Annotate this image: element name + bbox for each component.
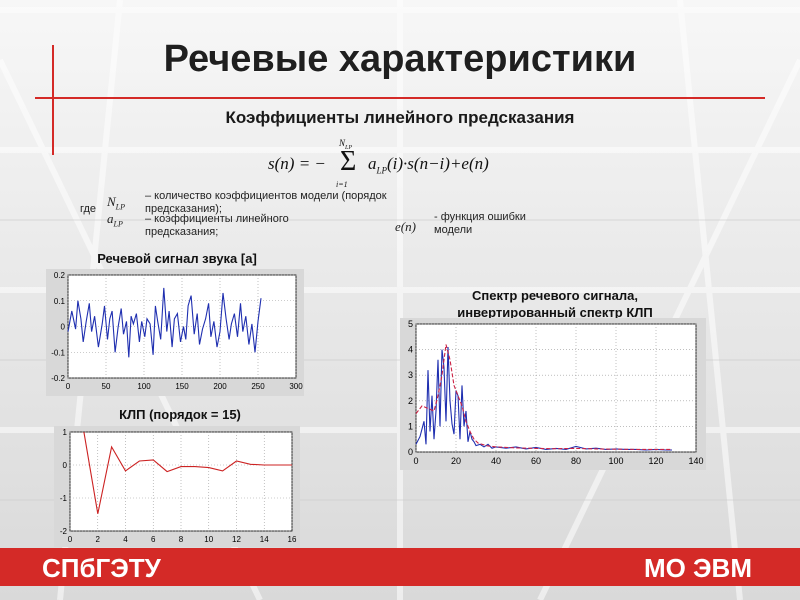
x-tick-label: 150: [175, 382, 189, 391]
x-tick-label: 100: [608, 456, 623, 466]
y-tick-label: -2: [60, 527, 68, 536]
x-tick-label: 50: [102, 382, 111, 391]
legend-e-description: - функция ошибки модели: [434, 211, 526, 236]
legend-n-lp-description: – количество коэффициентов модели (поряд…: [145, 190, 387, 215]
legend-n-lp-sub: LP: [115, 202, 126, 212]
x-tick-label: 40: [491, 456, 501, 466]
speech-signal-svg: 0 50 100 150 200 250 300 -0.2 -0.1 0 0.1 0.2: [46, 269, 304, 396]
legend-a-lp-sub: LP: [113, 219, 123, 229]
x-tick-label: 14: [260, 535, 269, 544]
x-tick-label: 100: [137, 382, 151, 391]
y-tick-label: -1: [60, 494, 68, 503]
x-tick-label: 12: [232, 535, 241, 544]
y-tick-label: 0: [408, 447, 413, 457]
x-tick-label: 16: [288, 535, 297, 544]
formula-sum-upper-sub: LP: [345, 144, 353, 151]
plot3-title-line1: Спектр речевого сигнала,: [472, 288, 638, 303]
formula-sum-upper: N: [339, 138, 346, 148]
footer-university: СПбГЭТУ: [42, 553, 161, 583]
spectrum-chart: 0 20 40 60 80 100 120 140 0 1 2 3 4 5: [400, 318, 706, 470]
section-subtitle: Коэффициенты линейного предсказания: [225, 108, 575, 127]
y-tick-label: -0.2: [51, 374, 65, 383]
plot-area: [69, 431, 293, 532]
y-tick-label: 3: [408, 370, 413, 380]
legend-a-lp-symbol: a: [107, 211, 114, 226]
x-tick-label: 0: [413, 456, 418, 466]
y-tick-label: 2: [408, 396, 413, 406]
y-tick-label: 0: [63, 461, 68, 470]
y-tick-label: 1: [63, 428, 68, 437]
y-tick-label: 0.1: [54, 297, 66, 306]
footer-bar: [0, 548, 800, 586]
formula-sum-symbol: Σ: [340, 146, 357, 177]
series-line-1: [415, 344, 672, 450]
lpc-coefficients-chart: 0 2 4 6 8 10 12 14 16 -2 -1 0 1: [54, 426, 300, 547]
formula-term-sub: LP: [376, 165, 388, 176]
x-tick-label: 0: [68, 535, 73, 544]
footer-department: МО ЭВМ: [643, 553, 752, 583]
x-tick-label: 300: [289, 382, 303, 391]
legend-where: где: [80, 203, 97, 215]
y-tick-label: 0: [61, 323, 66, 332]
legend-n-lp-symbol: N: [107, 194, 116, 209]
series-line-0: [67, 287, 262, 358]
y-tick-label: -0.1: [51, 348, 65, 357]
x-tick-label: 200: [213, 382, 227, 391]
x-tick-label: 8: [179, 535, 184, 544]
speech-signal-chart: 0 50 100 150 200 250 300 -0.2 -0.1 0 0.1 0.2: [46, 269, 304, 396]
x-tick-label: 4: [123, 535, 128, 544]
y-tick-label: 4: [408, 345, 413, 355]
y-tick-label: 0.2: [54, 271, 66, 280]
x-tick-label: 2: [96, 535, 101, 544]
x-tick-label: 6: [151, 535, 156, 544]
formula-rest: (i)·s(n−i)+e(n): [387, 154, 489, 173]
x-tick-label: 10: [204, 535, 213, 544]
x-tick-label: 120: [648, 456, 663, 466]
x-tick-label: 140: [688, 456, 703, 466]
plot2-title: КЛП (порядок = 15): [119, 407, 241, 422]
plot3-title-line2: инвертированный спектр КЛП: [457, 305, 653, 320]
plot1-title: Речевой сигнал звука [а]: [97, 251, 257, 266]
formula-sum-lower: i=1: [336, 180, 348, 189]
lpc-coefficients-svg: 0 2 4 6 8 10 12 14 16 -2 -1 0 1: [54, 426, 300, 547]
x-tick-label: 60: [531, 456, 541, 466]
y-tick-label: 5: [408, 319, 413, 329]
series-line-0: [83, 431, 292, 514]
x-tick-label: 0: [66, 382, 71, 391]
spectrum-svg: 0 20 40 60 80 100 120 140 0 1 2 3 4 5: [400, 318, 706, 470]
page-title: Речевые характеристики: [163, 38, 637, 80]
plot3-title: Спектр речевого сигнала, инвертированный…: [405, 287, 705, 321]
legend-e-symbol: e(n): [395, 219, 416, 234]
x-tick-label: 250: [251, 382, 265, 391]
x-tick-label: 80: [571, 456, 581, 466]
legend-a-lp-description: – коэффициенты линейного предсказания;: [145, 213, 289, 238]
x-tick-label: 20: [451, 456, 461, 466]
formula-lhs: s(n) = −: [268, 154, 326, 173]
lpc-formula: s(n) = − Σ NLP i=1 aLP(i)·s(n−i)+e(n): [268, 138, 558, 189]
y-tick-label: 1: [408, 421, 413, 431]
formula-term: a: [368, 154, 377, 173]
plot-area: [415, 323, 697, 453]
